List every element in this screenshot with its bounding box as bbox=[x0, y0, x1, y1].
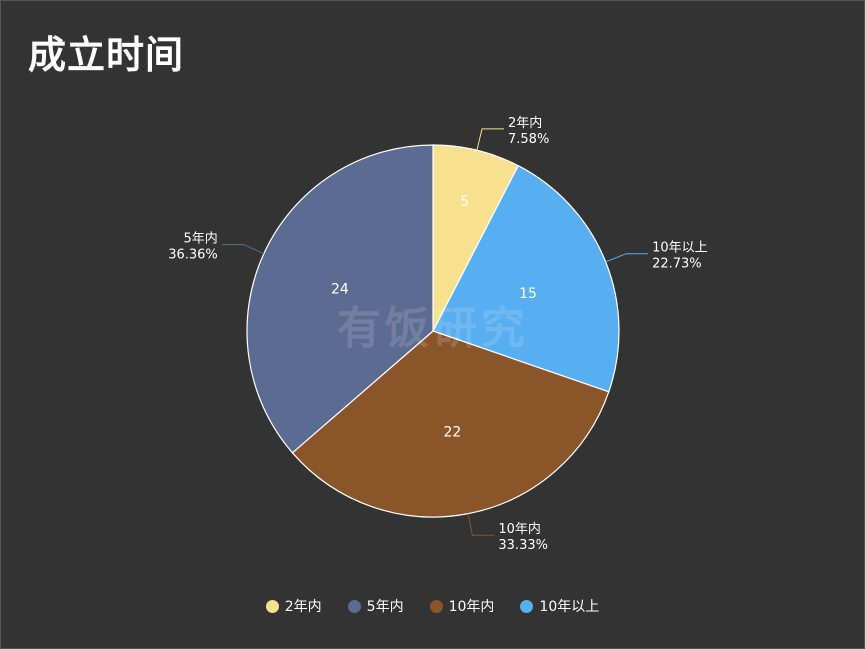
pie-slice[interactable] bbox=[432, 164, 620, 393]
leader-line bbox=[605, 253, 649, 263]
legend: 2年内 5年内 10年内 10年以上 bbox=[0, 596, 865, 616]
callout-percent-label: 7.58% bbox=[508, 132, 549, 147]
callout-category-label: 2年内 bbox=[508, 115, 542, 131]
callout-percent-label: 33.33% bbox=[498, 538, 548, 553]
leader-line bbox=[221, 244, 265, 255]
callout-percent-label: 36.36% bbox=[168, 248, 218, 263]
chart-title: 成立时间 bbox=[28, 33, 185, 77]
callout-category-label: 10年内 bbox=[498, 521, 541, 537]
slice-value-label: 22 bbox=[443, 425, 461, 441]
pie-slice[interactable] bbox=[246, 144, 434, 454]
callout-category-label: 5年内 bbox=[184, 231, 218, 247]
slice-value-label: 15 bbox=[519, 286, 537, 302]
slice-value-label: 5 bbox=[460, 194, 469, 210]
legend-label: 10年以上 bbox=[539, 599, 600, 615]
legend-marker bbox=[520, 599, 534, 613]
legend-label: 10年内 bbox=[448, 599, 495, 615]
callout-category-label: 10年以上 bbox=[652, 241, 708, 256]
pie-slices bbox=[246, 144, 620, 518]
legend-item-2yr[interactable]: 2年内 bbox=[265, 596, 322, 616]
legend-item-10yr[interactable]: 10年内 bbox=[429, 596, 495, 616]
leader-line bbox=[476, 128, 504, 151]
legend-item-10yr-plus[interactable]: 10年以上 bbox=[520, 596, 599, 616]
slice-value-label: 24 bbox=[331, 282, 349, 298]
legend-item-5yr[interactable]: 5年内 bbox=[347, 596, 404, 616]
legend-label: 5年内 bbox=[366, 599, 404, 615]
legend-marker bbox=[347, 599, 361, 613]
legend-label: 2年内 bbox=[284, 599, 322, 615]
legend-marker bbox=[429, 599, 443, 613]
leader-line bbox=[467, 513, 495, 536]
watermark: 有饭研究 bbox=[337, 303, 529, 354]
pie-slice[interactable] bbox=[291, 330, 610, 518]
callout-percent-label: 22.73% bbox=[652, 257, 702, 272]
legend-marker bbox=[265, 599, 279, 613]
